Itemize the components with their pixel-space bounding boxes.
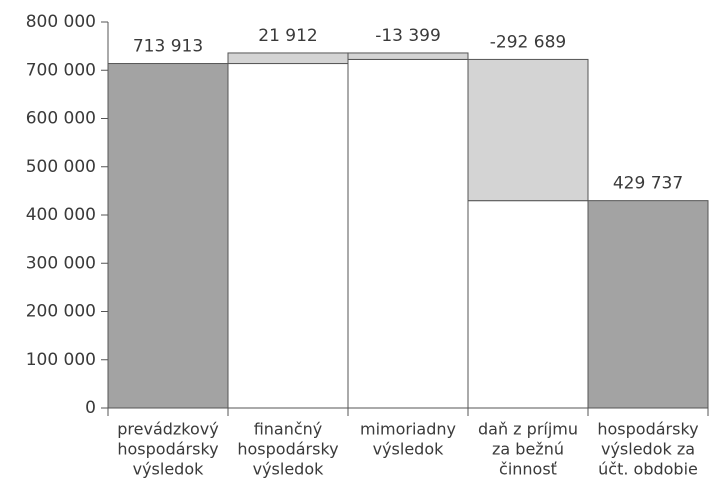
value-label: 21 912 bbox=[258, 26, 317, 46]
value-label: 429 737 bbox=[613, 174, 683, 194]
step-bar bbox=[227, 52, 349, 65]
value-label: -13 399 bbox=[375, 26, 441, 46]
value-label: -292 689 bbox=[490, 32, 566, 52]
x-tick-label: daň z príjmu bbox=[478, 420, 578, 439]
y-tick-label: 400 000 bbox=[26, 205, 96, 225]
y-tick-label: 500 000 bbox=[26, 157, 96, 177]
x-tick-label: za bežnú bbox=[492, 440, 564, 459]
x-tick-label: hospodársky bbox=[117, 440, 218, 459]
y-tick-label: 600 000 bbox=[26, 109, 96, 129]
y-tick-label: 0 bbox=[85, 398, 96, 418]
x-tick-label: finančný bbox=[254, 420, 323, 439]
x-tick-label: výsledok bbox=[133, 460, 205, 479]
support-bar bbox=[467, 200, 589, 409]
x-tick-label: výsledok bbox=[253, 460, 325, 479]
y-tick-label: 300 000 bbox=[26, 253, 96, 273]
y-tick-label: 800 000 bbox=[26, 12, 96, 32]
x-tick-label: výsledok za bbox=[601, 440, 695, 459]
y-tick-label: 700 000 bbox=[26, 60, 96, 80]
x-tick-label: prevádzkový bbox=[117, 420, 218, 439]
y-tick-label: 100 000 bbox=[26, 350, 96, 370]
total-bar bbox=[107, 63, 229, 409]
value-label: 713 913 bbox=[133, 37, 203, 57]
x-tick-label: mimoriadny bbox=[360, 420, 456, 439]
support-bar bbox=[347, 58, 469, 409]
y-tick-label: 200 000 bbox=[26, 302, 96, 322]
x-tick-label: činnosť bbox=[499, 460, 557, 479]
step-bar bbox=[467, 58, 589, 202]
x-tick-label: hospodársky bbox=[597, 420, 698, 439]
support-bar bbox=[227, 63, 349, 409]
x-tick-label: výsledok bbox=[373, 440, 445, 459]
x-tick-label: účt. obdobie bbox=[598, 460, 698, 479]
step-bar bbox=[347, 52, 469, 60]
x-tick-label: hospodársky bbox=[237, 440, 338, 459]
total-bar bbox=[587, 200, 709, 409]
